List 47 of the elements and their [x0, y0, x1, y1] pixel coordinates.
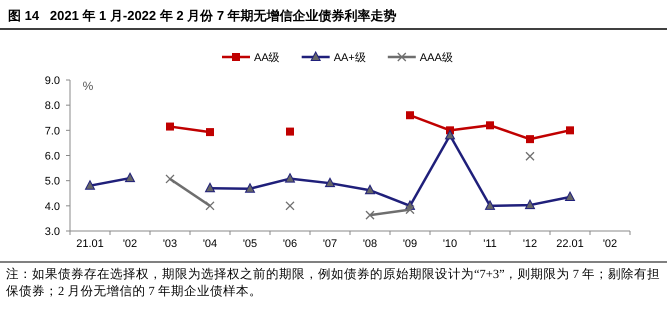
point	[525, 152, 535, 161]
x-tick-label: '02	[122, 238, 138, 250]
point	[285, 173, 295, 183]
x-tick-label: '10	[442, 238, 458, 250]
point	[526, 135, 534, 144]
x-tick-label: '07	[322, 238, 338, 250]
point	[445, 130, 455, 140]
point	[565, 192, 575, 202]
point	[405, 204, 415, 214]
x-tick-label: '04	[202, 238, 218, 250]
x-tick-label: '12	[522, 238, 538, 250]
y-tick-label: 5.0	[44, 176, 60, 188]
point	[365, 210, 375, 220]
y-tick-label: 4.0	[44, 200, 60, 213]
x-tick-label: '11	[483, 238, 497, 250]
text: 注：如果债券存在选择权，期限为选择权之前的期限，例如债券的原始期限设计为“7+3”，则期限为 7 年；剔除有担保债券；2 月份无增信的 7 年期企业债样本。	[6, 266, 661, 300]
x-tick-label: 21.01	[76, 238, 104, 250]
x-tick-label: '05	[242, 238, 258, 250]
legend-label: AA级	[254, 52, 280, 64]
y-tick-label: 3.0	[44, 226, 60, 238]
y-tick-label: 7.0	[44, 125, 60, 138]
x-tick-label: '08	[362, 238, 378, 250]
point	[325, 178, 335, 188]
point	[205, 182, 215, 192]
x-tick-label: '03	[162, 238, 178, 250]
point	[205, 201, 215, 210]
point	[525, 200, 535, 210]
chart-title: 图 14 2021 年 1 月-2022 年 2 月份 7 年期无增信企业债券利率走势	[8, 8, 397, 23]
y-axis-title: %	[82, 79, 94, 93]
point	[406, 111, 414, 120]
point	[566, 126, 574, 134]
point	[286, 128, 294, 136]
y-tick-label: 9.0	[44, 75, 60, 87]
x-tick-label: '02	[602, 238, 618, 250]
y-tick-label: 6.0	[44, 150, 60, 162]
y-tick-label: 8.0	[44, 100, 60, 112]
point	[245, 183, 255, 193]
point	[285, 201, 295, 210]
point	[365, 184, 375, 194]
point	[165, 174, 175, 184]
point	[485, 200, 495, 210]
legend-label: AAA级	[420, 52, 453, 64]
x-tick-label: '09	[402, 238, 418, 250]
x-tick-label: '06	[282, 238, 298, 250]
x-tick-label: 22.01	[556, 238, 584, 250]
legend-label: AA+级	[334, 52, 366, 64]
point	[486, 121, 494, 130]
